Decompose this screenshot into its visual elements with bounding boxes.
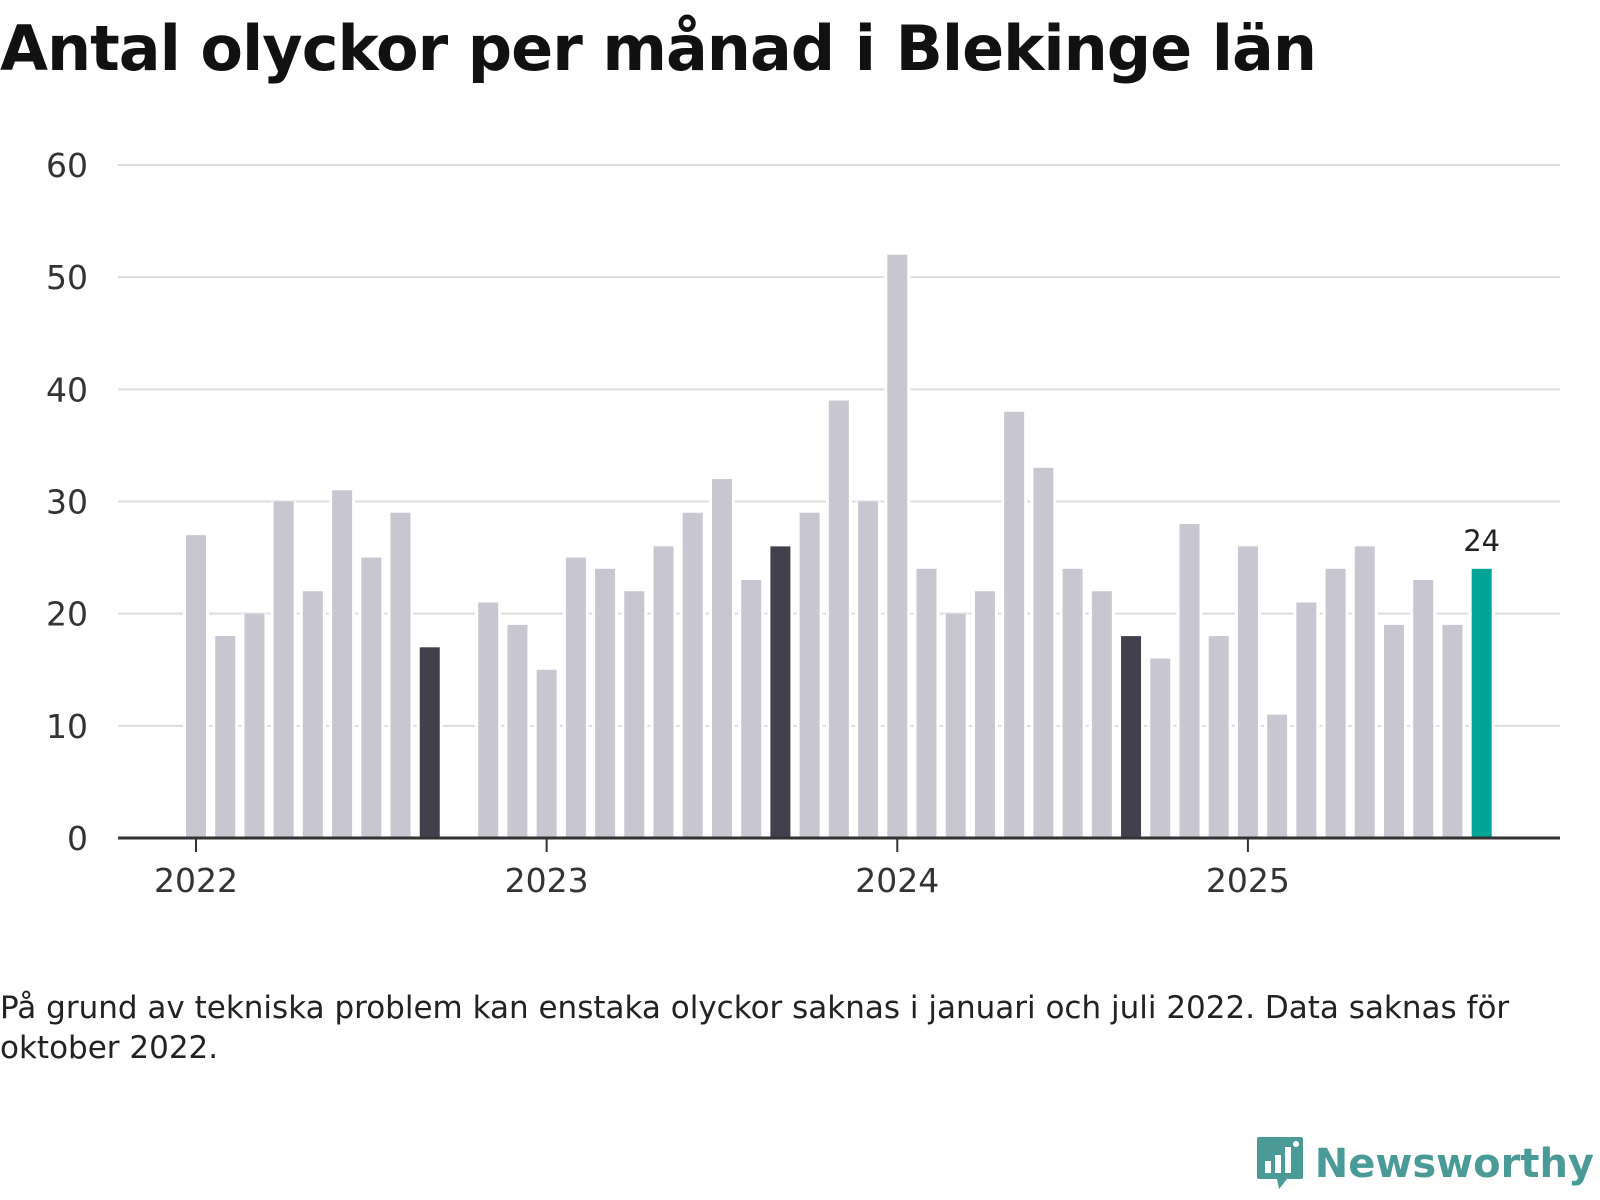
y-tick-label: 50 bbox=[46, 258, 88, 297]
bar bbox=[595, 568, 616, 838]
chart-title: Antal olyckor per månad i Blekinge län bbox=[0, 12, 1317, 85]
bar bbox=[1325, 568, 1346, 838]
bar bbox=[1004, 411, 1025, 838]
bar bbox=[1091, 591, 1112, 838]
y-tick-label: 10 bbox=[46, 707, 88, 746]
bar bbox=[799, 512, 820, 838]
brand-name: Newsworthy bbox=[1314, 1141, 1594, 1187]
y-tick-label: 30 bbox=[46, 483, 88, 522]
bar bbox=[215, 636, 236, 838]
value-labels: 24 bbox=[1463, 524, 1500, 558]
bar bbox=[828, 400, 849, 838]
bars bbox=[183, 254, 1495, 838]
value-label: 24 bbox=[1463, 524, 1500, 558]
bar bbox=[624, 591, 645, 838]
x-tick-label: 2024 bbox=[855, 861, 939, 900]
bar bbox=[1413, 580, 1434, 838]
y-tick-label: 40 bbox=[46, 370, 88, 409]
bar bbox=[741, 580, 762, 838]
x-tick-label: 2022 bbox=[154, 861, 238, 900]
y-tick-label: 0 bbox=[67, 819, 88, 858]
bar bbox=[1296, 602, 1317, 838]
bar bbox=[1208, 636, 1229, 838]
bar bbox=[536, 669, 557, 838]
bar bbox=[507, 624, 528, 838]
bar-highlighted bbox=[770, 546, 791, 838]
bar bbox=[1062, 568, 1083, 838]
bar bbox=[302, 591, 323, 838]
chart-footnote: På grund av tekniska problem kan enstaka… bbox=[0, 990, 1510, 1066]
bar bbox=[361, 557, 382, 838]
bar bbox=[1442, 624, 1463, 838]
bar bbox=[974, 591, 995, 838]
bar bbox=[1237, 546, 1258, 838]
bar bbox=[711, 479, 732, 838]
bar bbox=[682, 512, 703, 838]
y-tick-label: 20 bbox=[46, 595, 88, 634]
y-axis-tick-labels: 0 10 20 30 40 50 60 bbox=[46, 146, 88, 858]
x-tick-label: 2023 bbox=[505, 861, 589, 900]
bar bbox=[945, 613, 966, 838]
bar bbox=[1179, 523, 1200, 838]
bar bbox=[244, 613, 265, 838]
x-axis-ticks: 2022 2023 2024 2025 bbox=[154, 838, 1290, 900]
bar bbox=[1150, 658, 1171, 838]
bar bbox=[916, 568, 937, 838]
bar bbox=[186, 535, 206, 838]
bar bbox=[887, 254, 908, 838]
newsworthy-logo-icon bbox=[1256, 1137, 1303, 1189]
x-tick-label: 2025 bbox=[1206, 861, 1290, 900]
bar bbox=[858, 501, 879, 838]
bar bbox=[390, 512, 411, 838]
bar bbox=[565, 557, 586, 838]
bar bbox=[1354, 546, 1375, 838]
bar bbox=[1033, 467, 1054, 838]
bar bbox=[1384, 624, 1405, 838]
bar-chart: 0 10 20 30 40 50 60 2022 2023 2024 2025 24 bbox=[46, 146, 1560, 900]
bar bbox=[653, 546, 674, 838]
bar-highlighted bbox=[1121, 636, 1142, 838]
y-tick-label: 60 bbox=[46, 146, 88, 185]
bar bbox=[273, 501, 294, 838]
brand-logo: Newsworthy bbox=[1255, 1134, 1594, 1194]
bar bbox=[1267, 714, 1288, 838]
bar-highlighted bbox=[419, 647, 440, 838]
bar bbox=[332, 490, 353, 838]
bar bbox=[478, 602, 499, 838]
bar-latest bbox=[1471, 568, 1492, 838]
